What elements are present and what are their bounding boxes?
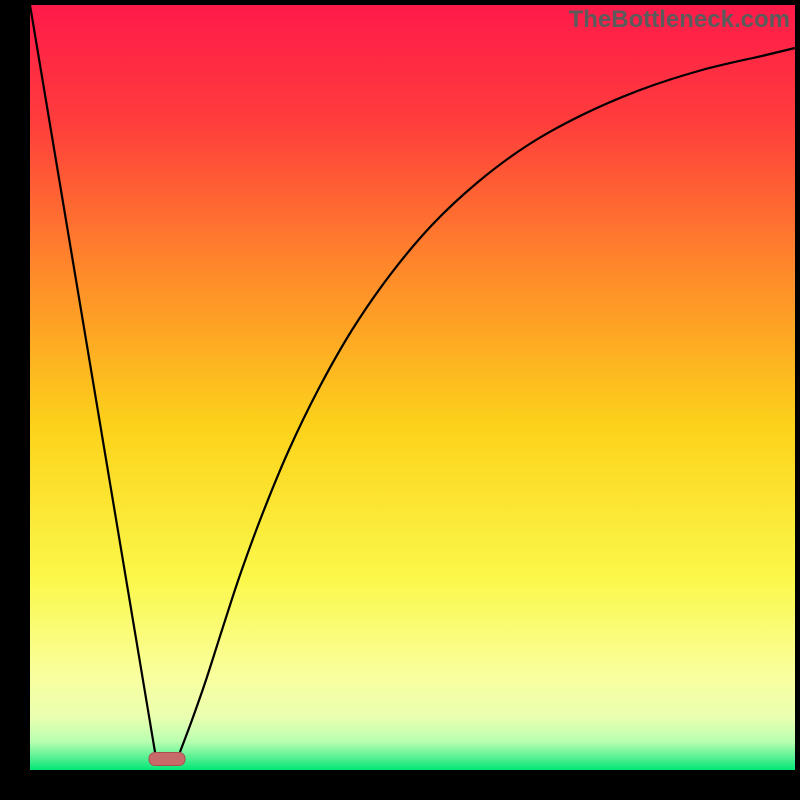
chart-svg [0, 0, 800, 800]
minimum-marker [149, 753, 185, 766]
plot-gradient-area [30, 5, 795, 770]
watermark-text: TheBottleneck.com [569, 6, 790, 34]
chart-container: TheBottleneck.com [0, 0, 800, 800]
